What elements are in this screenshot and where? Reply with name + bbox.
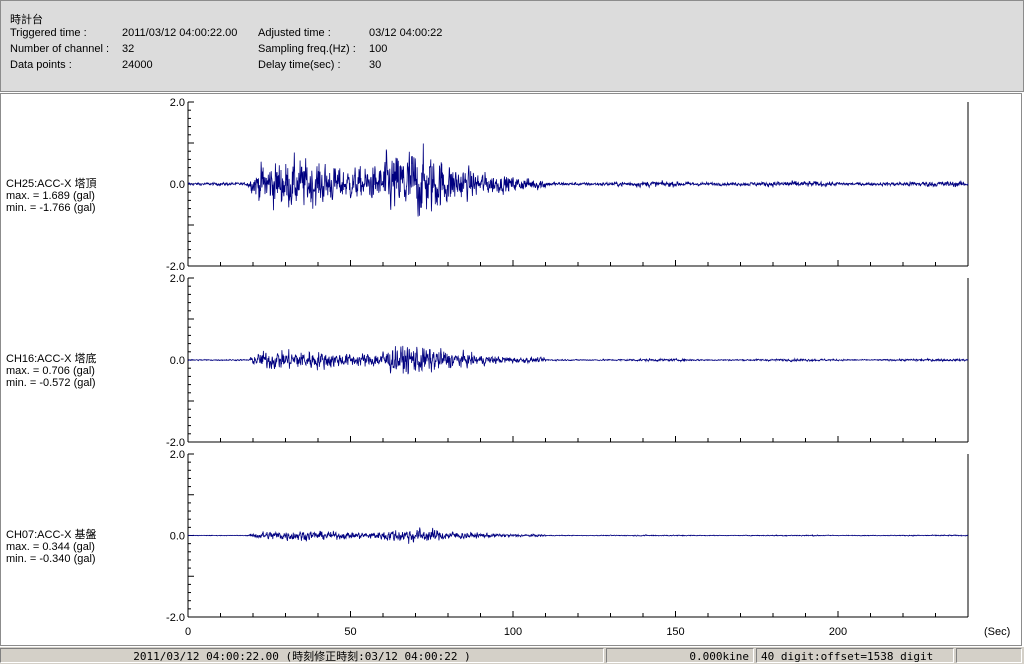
channel-name: CH25:ACC-X 塔頂 bbox=[6, 178, 97, 190]
x-tick-label: 150 bbox=[666, 626, 684, 638]
data-points-label: Data points : bbox=[10, 59, 72, 71]
x-tick-label: 100 bbox=[504, 626, 522, 638]
channel-label-ch16: CH16:ACC-X 塔底 max. = 0.706 (gal) min. = … bbox=[6, 353, 96, 389]
triggered-time-value: 2011/03/12 04:00:22.00 bbox=[122, 27, 238, 39]
data-points-value: 24000 bbox=[122, 59, 153, 71]
x-axis-label: (Sec) bbox=[984, 626, 1010, 638]
channel-max: max. = 0.344 (gal) bbox=[6, 541, 95, 553]
channel-max: max. = 1.689 (gal) bbox=[6, 190, 95, 202]
header-panel: 時計台 Triggered time : 2011/03/12 04:00:22… bbox=[0, 0, 1024, 92]
channel-min: min. = -0.572 (gal) bbox=[6, 377, 96, 389]
waveform-chart: 2.00.0-2.02.00.0-2.02.00.0-2.00 50 100 150 2… bbox=[166, 97, 1010, 638]
channel-name: CH07:ACC-X 基盤 bbox=[6, 529, 97, 541]
y-tick-label: 2.0 bbox=[170, 97, 185, 109]
sampling-freq-value: 100 bbox=[369, 43, 388, 55]
status-digit: 40 digit:offset=1538 digit bbox=[756, 648, 954, 663]
channel-count-label: Number of channel : bbox=[10, 43, 110, 55]
channel-min: min. = -1.766 (gal) bbox=[6, 202, 96, 214]
station-title: 時計台 bbox=[10, 14, 43, 26]
y-tick-label: -2.0 bbox=[166, 437, 185, 449]
status-bar: 2011/03/12 04:00:22.00 (時刻修正時刻:03/12 04:… bbox=[0, 647, 1024, 664]
status-empty-panel bbox=[956, 648, 1022, 663]
triggered-time-label: Triggered time : bbox=[10, 27, 87, 39]
channel-label-ch25: CH25:ACC-X 塔頂 max. = 1.689 (gal) min. = … bbox=[6, 178, 96, 214]
y-tick-label: -2.0 bbox=[166, 261, 185, 273]
channel-name: CH16:ACC-X 塔底 bbox=[6, 353, 97, 365]
delay-time-value: 30 bbox=[369, 59, 382, 71]
channel-count-value: 32 bbox=[122, 43, 135, 55]
channel-max: max. = 0.706 (gal) bbox=[6, 365, 95, 377]
waveform-line bbox=[187, 345, 969, 375]
channel-min: min. = -0.340 (gal) bbox=[6, 553, 96, 565]
status-kine: 0.000kine bbox=[606, 648, 754, 663]
sampling-freq-label: Sampling freq.(Hz) : bbox=[258, 43, 356, 55]
waveform-plot-area: 2.0 0.0 -2.0 2.0 0.0 -2.0 2.0 0.0 -2.0 0 50 100 150 2… bbox=[0, 93, 1022, 646]
adjusted-time-label: Adjusted time : bbox=[258, 27, 331, 39]
y-tick-label: 2.0 bbox=[170, 449, 185, 461]
waveform-line bbox=[187, 143, 969, 217]
status-time: 2011/03/12 04:00:22.00 (時刻修正時刻:03/12 04:… bbox=[0, 648, 604, 663]
delay-time-label: Delay time(sec) : bbox=[258, 59, 341, 71]
y-tick-label: 0.0 bbox=[170, 179, 185, 191]
x-tick-label: 0 bbox=[185, 626, 191, 638]
adjusted-time-value: 03/12 04:00:22 bbox=[369, 27, 443, 39]
x-tick-label: 50 bbox=[344, 626, 356, 638]
y-tick-label: 2.0 bbox=[170, 273, 185, 285]
y-tick-label: 0.0 bbox=[170, 531, 185, 543]
y-tick-label: 0.0 bbox=[170, 355, 185, 367]
waveform-line bbox=[187, 527, 968, 544]
channel-label-ch07: CH07:ACC-X 基盤 max. = 0.344 (gal) min. = … bbox=[6, 529, 96, 565]
x-tick-label: 200 bbox=[829, 626, 847, 638]
y-tick-label: -2.0 bbox=[166, 612, 185, 624]
